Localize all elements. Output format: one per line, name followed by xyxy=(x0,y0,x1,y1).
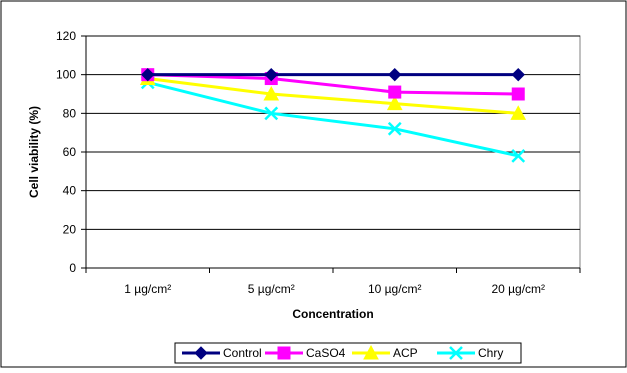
data-point-chry xyxy=(511,148,526,163)
y-tick-label: 60 xyxy=(63,145,77,159)
legend-marker xyxy=(363,344,379,360)
legend-marker xyxy=(277,346,291,360)
series-line-caso4 xyxy=(147,73,519,96)
y-tick-label: 80 xyxy=(63,106,77,120)
y-tick-label: 40 xyxy=(63,184,77,198)
data-point-chry xyxy=(387,121,402,136)
data-point-control xyxy=(141,67,155,82)
data-point-control xyxy=(388,67,402,82)
series-acp xyxy=(139,70,527,120)
x-axis-ticks: 1 µg/cm² 5 µg/cm² 10 µg/cm² 20 µg/cm² xyxy=(85,268,581,296)
legend-label: Control xyxy=(223,346,262,360)
legend-box xyxy=(174,342,522,364)
data-point-control xyxy=(511,67,525,82)
series-line-chry xyxy=(147,80,519,158)
series-layer xyxy=(139,67,527,163)
data-point-control xyxy=(264,67,278,82)
legend-item-control: Control xyxy=(182,346,262,360)
legend-item-chry: Chry xyxy=(437,346,503,360)
data-point-chry xyxy=(264,106,279,121)
data-point-acp xyxy=(263,85,280,101)
legend-label: CaSO4 xyxy=(306,346,346,360)
x-tick-label: 20 µg/cm² xyxy=(491,282,545,296)
y-tick-label: 100 xyxy=(56,68,76,82)
series-control xyxy=(141,67,525,82)
legend-label: ACP xyxy=(393,346,418,360)
x-tick-label: 5 µg/cm² xyxy=(248,282,295,296)
y-axis-title: Cell viability (%) xyxy=(27,106,41,198)
y-tick-label: 120 xyxy=(56,29,76,43)
y-tick-label: 20 xyxy=(63,222,77,236)
legend-item-caso4: CaSO4 xyxy=(265,346,346,360)
legend-label: Chry xyxy=(478,346,503,360)
legend-marker xyxy=(194,346,208,360)
data-point-caso4 xyxy=(388,85,402,99)
legend: Control CaSO4 ACP Chry xyxy=(182,344,503,360)
series-line-acp xyxy=(147,77,519,115)
data-point-caso4 xyxy=(511,87,525,101)
y-axis-ticks: 0 20 40 60 80 100 120 xyxy=(56,29,86,275)
legend-item-acp: ACP xyxy=(352,344,418,360)
x-tick-label: 1 µg/cm² xyxy=(124,282,171,296)
legend-marker xyxy=(449,346,463,360)
data-point-acp xyxy=(386,95,403,111)
data-point-acp xyxy=(510,105,527,120)
y-tick-label: 0 xyxy=(69,261,76,275)
x-tick-label: 10 µg/cm² xyxy=(368,282,422,296)
x-axis-title: Concentration xyxy=(292,307,373,321)
